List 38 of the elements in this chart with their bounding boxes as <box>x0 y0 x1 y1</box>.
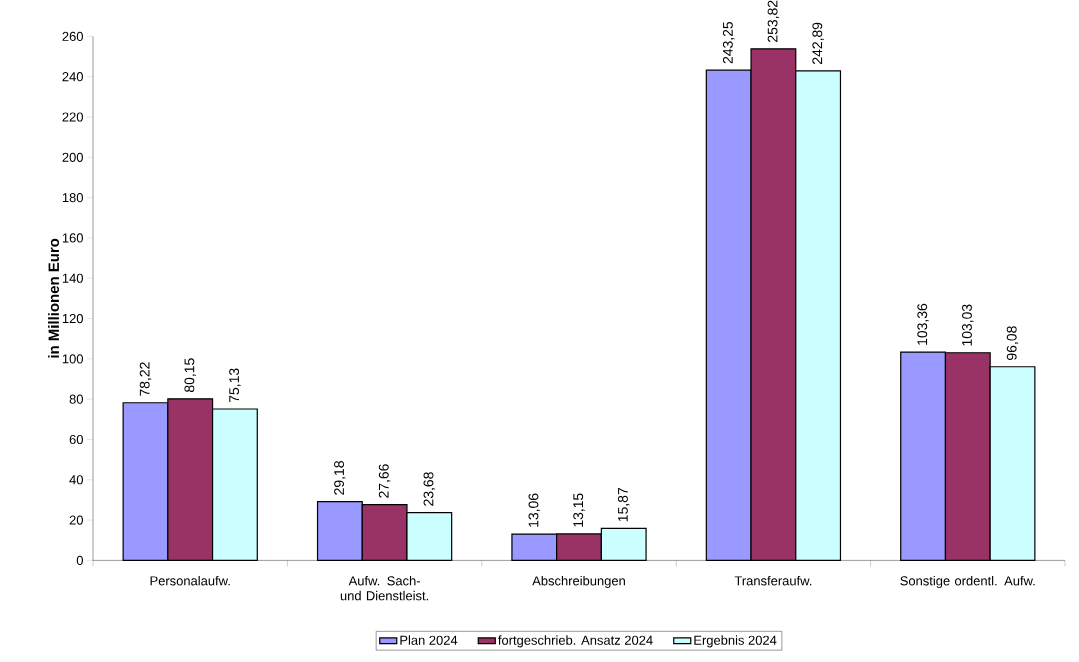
data-label: 103,03 <box>962 304 974 346</box>
data-label: 13,06 <box>528 493 541 527</box>
x-tick-label: Transferaufw. <box>734 575 812 586</box>
x-tick-label: Aufw. Sach- und Dienstleist. <box>340 575 429 601</box>
y-tick-label: 40 <box>69 475 83 485</box>
data-label: 15,87 <box>617 487 630 521</box>
data-label: 253,82 <box>767 0 780 42</box>
data-label: 23,68 <box>423 471 436 506</box>
y-tick-label: 20 <box>69 515 83 525</box>
data-label: 29,18 <box>334 460 346 495</box>
legend-label: Ergebnis 2024 <box>694 635 777 648</box>
y-tick-label: 60 <box>69 434 83 444</box>
y-tick-label: 140 <box>62 273 83 283</box>
data-label: 80,15 <box>184 358 196 392</box>
data-label: 242,89 <box>812 22 824 64</box>
y-tick-label: 180 <box>62 192 83 203</box>
y-tick-label: 80 <box>69 394 83 404</box>
x-tick-label: Personalaufw. <box>150 575 230 586</box>
data-label: 96,08 <box>1006 326 1019 360</box>
data-label: 75,13 <box>229 368 241 402</box>
data-label: 27,66 <box>378 463 391 498</box>
y-tick-label: 200 <box>62 152 83 162</box>
y-tick-label: 160 <box>62 233 83 243</box>
legend-label: fortgeschrieb. Ansatz 2024 <box>498 635 653 648</box>
y-tick-label: 220 <box>62 112 83 122</box>
x-tick-label: Abschreibungen <box>532 575 625 588</box>
y-tick-label: 260 <box>62 31 83 41</box>
y-tick-label: 120 <box>62 313 83 323</box>
data-label: 78,22 <box>139 362 152 396</box>
data-label: 13,15 <box>573 493 585 527</box>
y-axis-title: in Millionen Euro <box>48 238 60 358</box>
x-tick-label: Sonstige ordentl. Aufw. <box>900 575 1035 588</box>
y-tick-label: 0 <box>76 555 83 565</box>
y-tick-label: 100 <box>62 354 83 364</box>
data-label: 243,25 <box>722 21 735 64</box>
legend-label: Plan 2024 <box>400 635 458 645</box>
data-label: 103,36 <box>917 303 929 345</box>
y-tick-label: 240 <box>62 71 83 82</box>
